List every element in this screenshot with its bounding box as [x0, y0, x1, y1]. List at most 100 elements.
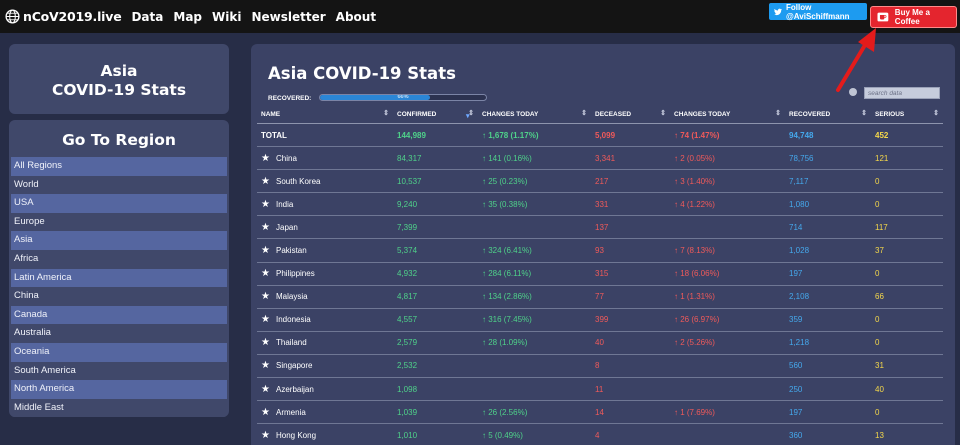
brand-link[interactable]: nCoV2019.live [23, 9, 122, 24]
nav-link-map[interactable]: Map [173, 9, 203, 24]
table-row[interactable]: ★ Armenia 1,039 ↑ 26 (2.56%) 14 ↑ 1 (7.69%) 19… [257, 401, 943, 425]
cell-confirmed: 9,240 [397, 199, 418, 209]
star-icon[interactable]: ★ [261, 268, 270, 280]
cell-serious: 121 [875, 153, 889, 163]
table-row[interactable]: ★ Philippines 4,932 ↑ 284 (6.11%) 315 ↑ 18 (6… [257, 263, 943, 286]
column-header-deceased[interactable]: DECEASED ⇕ [591, 110, 670, 118]
table-row[interactable]: ★ Azerbaijan 1,098 11 250 40 [257, 378, 943, 402]
country-name[interactable]: Thailand [276, 338, 307, 348]
star-icon[interactable]: ★ [261, 175, 270, 187]
cell-recovered: 1,028 [789, 246, 810, 256]
country-name[interactable]: South Korea [276, 176, 321, 186]
region-item-south-america[interactable]: South America [11, 361, 227, 381]
country-name[interactable]: Malaysia [276, 292, 308, 302]
cell-deceased-change: ↑ 7 (8.13%) [674, 246, 715, 256]
nav-link-wiki[interactable]: Wiki [212, 9, 242, 24]
cell-deceased: 399 [595, 315, 609, 325]
table-row[interactable]: ★ Thailand 2,579 ↑ 28 (1.09%) 40 ↑ 2 (5.26%) 1… [257, 332, 943, 355]
cell-recovered: 2,108 [789, 292, 810, 302]
buy-me-a-coffee-button[interactable]: Buy Me a Coffee [870, 6, 957, 28]
cell-deceased-change: ↑ 4 (1.22%) [674, 199, 715, 209]
cell-serious: 66 [875, 292, 884, 302]
nav-link-about[interactable]: About [335, 9, 377, 24]
table-row[interactable]: ★ China 84,317 ↑ 141 (0.16%) 3,341 ↑ 2 (0.05%… [257, 147, 943, 171]
table-row[interactable]: ★ South Korea 10,537 ↑ 25 (0.23%) 217 ↑ 3 (1.… [257, 170, 943, 194]
sort-arrows-icon: ⇕ [775, 110, 781, 117]
region-item-china[interactable]: China [11, 287, 227, 306]
country-name[interactable]: Azerbaijan [276, 384, 314, 394]
country-name[interactable]: Singapore [276, 361, 313, 371]
table-row[interactable]: ★ Hong Kong 1,010 ↑ 5 (0.49%) 4 360 13 [257, 424, 943, 445]
cell-confirmed-change: ↑ 316 (7.45%) [482, 315, 532, 325]
region-title-card: Asia COVID-19 Stats [9, 44, 229, 114]
table-row[interactable]: ★ Malaysia 4,817 ↑ 134 (2.86%) 77 ↑ 1 (1.31%)… [257, 286, 943, 309]
cell-serious: 117 [875, 222, 888, 232]
sort-arrows-icon: ⇕ [933, 110, 939, 117]
star-icon[interactable]: ★ [261, 198, 270, 210]
cell-name: ★ Japan [257, 222, 393, 233]
star-icon[interactable]: ★ [261, 406, 270, 418]
column-header-label: NAME [261, 111, 281, 118]
globe-icon[interactable] [5, 9, 20, 24]
region-item-all-regions[interactable]: All Regions [11, 157, 227, 176]
nav-link-newsletter[interactable]: Newsletter [251, 9, 326, 24]
region-item-europe[interactable]: Europe [11, 212, 227, 232]
country-name[interactable]: Hong Kong [276, 430, 317, 440]
region-item-australia[interactable]: Australia [11, 324, 227, 343]
column-header-name[interactable]: NAME ⇕ [257, 110, 393, 118]
sort-arrows-icon: ⇕ [468, 110, 474, 117]
star-icon[interactable]: ★ [261, 291, 270, 303]
country-name[interactable]: Pakistan [276, 246, 307, 256]
star-icon[interactable]: ★ [261, 360, 270, 372]
country-name[interactable]: India [276, 199, 294, 209]
column-header-recovered[interactable]: RECOVERED ⇕ [785, 110, 871, 118]
country-name[interactable]: Armenia [276, 407, 306, 417]
cell-name: TOTAL [261, 130, 287, 140]
country-name[interactable]: Philippines [276, 269, 315, 279]
country-name[interactable]: China [276, 153, 297, 163]
star-icon[interactable]: ★ [261, 429, 270, 441]
table-row[interactable]: ★ Pakistan 5,374 ↑ 324 (6.41%) 93 ↑ 7 (8.13%)… [257, 239, 943, 263]
region-item-usa[interactable]: USA [11, 194, 227, 213]
column-header-label: RECOVERED [789, 111, 831, 118]
nav-link-data[interactable]: Data [131, 9, 164, 24]
region-item-africa[interactable]: Africa [11, 249, 227, 269]
region-item-oceania[interactable]: Oceania [11, 342, 227, 362]
column-header-deceased-changes[interactable]: CHANGES TODAY ⇕ [670, 110, 785, 118]
table-row[interactable]: ★ Singapore 2,532 8 560 31 [257, 355, 943, 379]
region-item-canada[interactable]: Canada [11, 305, 227, 325]
region-item-world[interactable]: World [11, 175, 227, 195]
cell-confirmed-change: ↑ 324 (6.41%) [482, 246, 532, 256]
region-item-asia[interactable]: Asia [11, 231, 227, 250]
twitter-follow-button[interactable]: Follow @AviSchiffmann [769, 3, 867, 21]
cell-deceased: 217 [595, 176, 609, 186]
cell-deceased-change: ↑ 18 (6.06%) [674, 269, 720, 279]
star-icon[interactable]: ★ [261, 221, 270, 233]
region-item-latin-america[interactable]: Latin America [11, 268, 227, 288]
region-item-north-america[interactable]: North America [11, 380, 227, 399]
table-row[interactable]: ★ Japan 7,399 137 714 117 [257, 216, 943, 240]
cell-confirmed: 1,039 [397, 407, 418, 417]
search-icon [849, 88, 857, 96]
column-header-confirmed-changes[interactable]: CHANGES TODAY ▾ ⇕ [466, 110, 591, 120]
country-name[interactable]: Indonesia [276, 315, 311, 325]
country-name[interactable]: Japan [276, 222, 298, 232]
table-row[interactable]: ★ Indonesia 4,557 ↑ 316 (7.45%) 399 ↑ 26 (6.9… [257, 309, 943, 332]
cell-name: ★ Thailand [257, 337, 393, 348]
star-icon[interactable]: ★ [261, 383, 270, 395]
cell-confirmed: 144,989 [397, 130, 426, 140]
table-row[interactable]: ★ India 9,240 ↑ 35 (0.38%) 331 ↑ 4 (1.22%) 1,0… [257, 193, 943, 217]
star-icon[interactable]: ★ [261, 245, 270, 257]
cell-confirmed-change: ↑ 35 (0.38%) [482, 199, 528, 209]
cell-name: ★ South Korea [257, 176, 393, 187]
column-header-confirmed[interactable]: CONFIRMED ⇕ [393, 110, 478, 118]
cell-deceased-change: ↑ 74 (1.47%) [674, 130, 720, 140]
search-input[interactable] [864, 87, 940, 99]
star-icon[interactable]: ★ [261, 314, 270, 326]
star-icon[interactable]: ★ [261, 337, 270, 349]
region-item-middle-east[interactable]: Middle East [11, 398, 227, 417]
star-icon[interactable]: ★ [261, 152, 270, 164]
sort-arrows-icon: ⇕ [581, 110, 587, 117]
column-header-serious[interactable]: SERIOUS ⇕ [871, 110, 943, 118]
cell-confirmed-change: ↑ 26 (2.56%) [482, 407, 528, 417]
